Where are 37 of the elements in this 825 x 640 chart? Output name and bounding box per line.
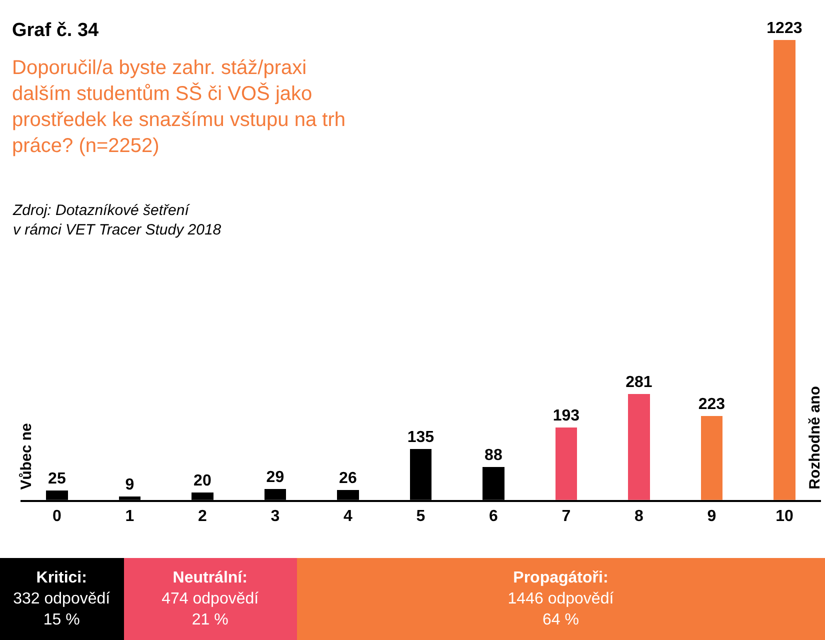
- data-label: 223: [698, 396, 726, 413]
- x-tick-label: 2: [198, 508, 208, 526]
- bar: [700, 416, 723, 500]
- text: Doporučil/a byste zahr. stáž/praxi dalším studentům SŠ či VOŠ jako prostředek ke snazšímu vstupu na trh práce? (n=2252): [12, 57, 346, 157]
- annotation: Zdroj: Dotazníkové šetření v rámci VET Tracer Study 2018: [12, 202, 222, 238]
- data-label: 1223: [766, 20, 802, 37]
- annotation: Rozhodně ano: [806, 386, 824, 490]
- chart-title: Graf č. 34: [12, 20, 100, 41]
- data-label: 9: [125, 476, 134, 494]
- data-label: 25: [48, 470, 66, 488]
- annotation: Vůbec ne: [18, 423, 36, 490]
- series-label: Propagátoři:: [513, 570, 608, 587]
- data-label: 26: [339, 470, 357, 488]
- x-tick-label: 4: [344, 508, 353, 526]
- x-tick-label: 5: [416, 508, 426, 526]
- data-label: 20: [194, 472, 212, 490]
- x-tick-label: 9: [707, 508, 716, 526]
- bar: [555, 427, 578, 500]
- x-tick-label: 3: [270, 508, 280, 526]
- series-label: Kritici:: [36, 570, 87, 587]
- series-label: Neutrální:: [172, 570, 248, 587]
- x-tick-label: 6: [489, 508, 498, 526]
- data-label: 193: [552, 407, 580, 424]
- x-tick-label: 7: [562, 508, 571, 526]
- data-label: 474 odpovědí 21 %: [162, 590, 260, 628]
- x-tick-label: 10: [776, 508, 794, 526]
- bar: [774, 40, 796, 500]
- data-label: 88: [484, 446, 502, 464]
- data-label: 29: [266, 468, 284, 486]
- data-label: 135: [407, 429, 434, 446]
- data-label: 1446 odpovědí 64 %: [508, 590, 614, 628]
- data-label: 281: [626, 374, 652, 392]
- x-tick-label: 0: [52, 508, 62, 526]
- data-label: 332 odpovědí 15 %: [13, 590, 111, 628]
- x-tick-label: 8: [634, 508, 644, 526]
- x-tick-label: 1: [125, 508, 134, 526]
- bar: [628, 394, 650, 500]
